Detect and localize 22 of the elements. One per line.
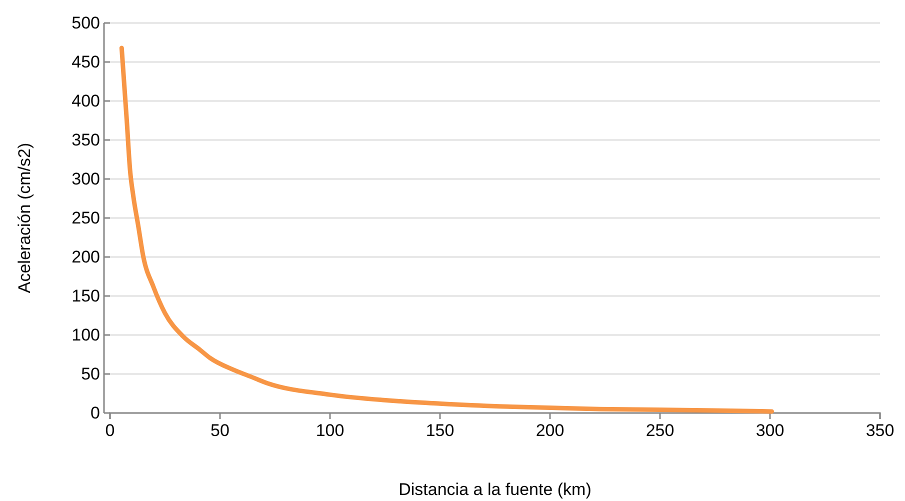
y-tick-label: 450 [72, 52, 100, 72]
y-tick-label: 150 [72, 286, 100, 306]
y-tick-label: 50 [81, 364, 100, 384]
x-tick-label: 100 [316, 421, 344, 440]
y-tick-label: 500 [72, 13, 100, 32]
x-tick-label: 250 [646, 421, 674, 440]
y-axis-title: Aceleración (cm/s2) [15, 142, 34, 294]
x-tick-label: 200 [536, 421, 564, 440]
x-tick-label: 50 [210, 421, 230, 440]
x-tick-label: 150 [426, 421, 454, 440]
y-tick-label: 350 [72, 130, 100, 150]
y-tick-label: 200 [72, 247, 100, 266]
y-tick-label: 300 [72, 169, 100, 188]
line-series [119, 46, 774, 414]
x-tick-label: 0 [105, 421, 115, 440]
y-tick-label: 250 [72, 208, 100, 228]
y-tick-label: 400 [72, 91, 100, 110]
x-tick-label: 350 [866, 421, 894, 440]
x-tick-label: 300 [756, 421, 784, 440]
y-tick-label: 0 [90, 403, 100, 422]
x-axis-title: Distancia a la fuente (km) [398, 480, 592, 499]
y-tick-label: 100 [72, 325, 100, 344]
